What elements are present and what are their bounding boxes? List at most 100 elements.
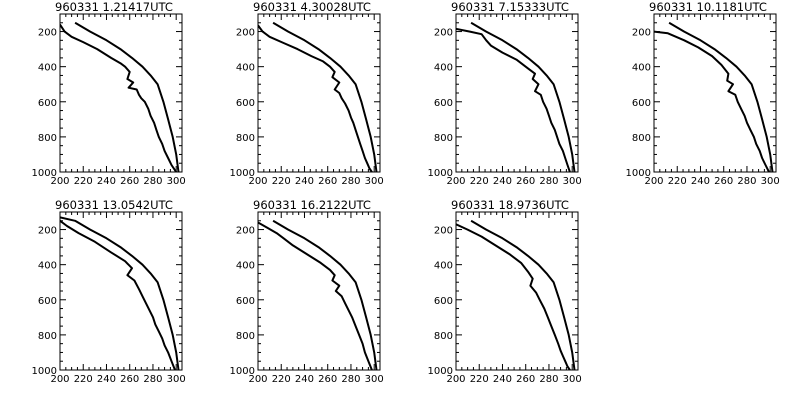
series-line-profile	[456, 27, 571, 172]
series-line-profile	[456, 223, 571, 370]
panel-title: 960331 7.15333UTC	[451, 0, 569, 14]
x-tick-label: 200	[248, 176, 267, 187]
x-tick-label: 300	[167, 374, 186, 385]
x-tick-label: 220	[668, 176, 687, 187]
x-tick-label: 260	[318, 374, 337, 385]
series-line-profile	[258, 24, 373, 172]
sounding-panel-7: 960331 18.9736UTC 200 220 240 260 280 300 200 40…	[428, 198, 582, 385]
x-tick-label: 280	[341, 176, 360, 187]
x-tick-label: 240	[295, 374, 314, 385]
x-tick-label: 240	[493, 176, 512, 187]
series-line-smooth	[668, 21, 774, 172]
x-tick-label: 260	[318, 176, 337, 187]
y-tick-label: 800	[38, 331, 57, 342]
y-tick-label: 400	[632, 63, 651, 74]
panel-title: 960331 18.9736UTC	[451, 198, 569, 212]
x-tick-label: 200	[644, 176, 663, 187]
y-tick-label: 600	[38, 98, 57, 109]
x-tick-label: 240	[295, 176, 314, 187]
y-tick-label: 800	[632, 133, 651, 144]
y-tick-label: 1000	[32, 366, 57, 377]
x-tick-label: 280	[539, 374, 558, 385]
y-tick-label: 200	[434, 28, 453, 39]
x-tick-label: 200	[50, 176, 69, 187]
x-tick-label: 220	[74, 374, 93, 385]
y-tick-label: 1000	[428, 168, 453, 179]
x-tick-label: 280	[341, 374, 360, 385]
x-tick-label: 300	[563, 176, 582, 187]
sounding-panel-5: 960331 13.0542UTC 200 220 240 260 280 300 200 40…	[32, 198, 186, 385]
series-line-smooth	[60, 216, 180, 370]
panel-title: 960331 4.30028UTC	[253, 0, 371, 14]
y-tick-label: 200	[434, 226, 453, 237]
y-tick-label: 200	[38, 28, 57, 39]
panel-title: 960331 1.21417UTC	[55, 0, 173, 14]
y-tick-label: 400	[38, 63, 57, 74]
x-tick-label: 240	[493, 374, 512, 385]
series-line-profile	[654, 30, 770, 172]
y-tick-label: 1000	[428, 366, 453, 377]
y-tick-label: 400	[38, 261, 57, 272]
y-tick-label: 800	[236, 133, 255, 144]
sounding-panel-2: 960331 4.30028UTC 200 220 240 260 280 300 200 40…	[230, 0, 384, 187]
series-line-smooth	[272, 21, 378, 172]
x-tick-label: 280	[737, 176, 756, 187]
x-tick-label: 200	[50, 374, 69, 385]
sounding-panel-3: 960331 7.15333UTC 200 220 240 260 280 300 200 40…	[428, 0, 582, 187]
y-tick-label: 200	[632, 28, 651, 39]
x-tick-label: 220	[272, 374, 291, 385]
y-tick-label: 800	[38, 133, 57, 144]
x-tick-label: 280	[539, 176, 558, 187]
y-tick-label: 600	[434, 296, 453, 307]
plot-frame	[59, 211, 183, 371]
y-tick-label: 400	[236, 63, 255, 74]
y-tick-label: 1000	[230, 168, 255, 179]
series-line-smooth	[470, 21, 576, 172]
y-tick-label: 200	[38, 226, 57, 237]
x-tick-label: 260	[714, 176, 733, 187]
x-tick-label: 220	[470, 176, 489, 187]
plot-frame	[257, 211, 381, 371]
y-tick-label: 800	[434, 331, 453, 342]
y-tick-label: 1000	[230, 366, 255, 377]
x-tick-label: 240	[97, 176, 116, 187]
panel-title: 960331 13.0542UTC	[55, 198, 173, 212]
x-tick-label: 200	[248, 374, 267, 385]
y-tick-label: 600	[236, 296, 255, 307]
sounding-panel-4: 960331 10.1181UTC 200 220 240 260 280 300 200 40…	[626, 0, 780, 187]
series-line-profile	[60, 23, 178, 172]
series-line-profile	[60, 219, 176, 370]
y-tick-label: 600	[236, 98, 255, 109]
y-tick-label: 600	[632, 98, 651, 109]
y-tick-label: 200	[236, 226, 255, 237]
x-tick-label: 260	[516, 176, 535, 187]
series-line-smooth	[470, 219, 576, 370]
plot-frame	[455, 13, 579, 173]
x-tick-label: 300	[365, 374, 384, 385]
sounding-panel-1: 960331 1.21417UTC 200 220 240 260 280 300 200 40…	[32, 0, 186, 187]
x-tick-label: 260	[516, 374, 535, 385]
x-tick-label: 300	[563, 374, 582, 385]
x-tick-label: 260	[120, 374, 139, 385]
sounding-panel-6: 960331 16.2122UTC 200 220 240 260 280 300 200 40…	[230, 198, 384, 385]
y-tick-label: 600	[38, 296, 57, 307]
series-line-smooth	[272, 219, 378, 370]
y-tick-label: 1000	[626, 168, 651, 179]
series-line-profile	[258, 221, 373, 370]
x-tick-label: 220	[470, 374, 489, 385]
y-tick-label: 800	[434, 133, 453, 144]
x-tick-label: 280	[143, 374, 162, 385]
x-tick-label: 240	[691, 176, 710, 187]
y-tick-label: 600	[434, 98, 453, 109]
x-tick-label: 200	[446, 374, 465, 385]
y-tick-label: 200	[236, 28, 255, 39]
y-tick-label: 1000	[32, 168, 57, 179]
x-tick-label: 240	[97, 374, 116, 385]
panel-title: 960331 10.1181UTC	[649, 0, 767, 14]
x-tick-label: 280	[143, 176, 162, 187]
x-tick-label: 200	[446, 176, 465, 187]
x-tick-label: 300	[167, 176, 186, 187]
panel-title: 960331 16.2122UTC	[253, 198, 371, 212]
y-tick-label: 400	[236, 261, 255, 272]
